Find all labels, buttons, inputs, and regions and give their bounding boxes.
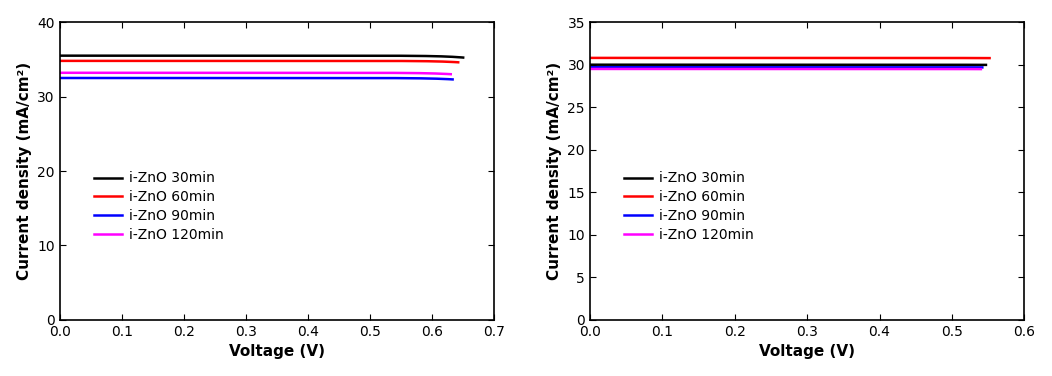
i-ZnO 90min bbox=[78, 76, 90, 80]
X-axis label: Voltage (V): Voltage (V) bbox=[760, 344, 855, 359]
i-ZnO 60min bbox=[452, 60, 465, 65]
i-ZnO 60min bbox=[307, 59, 320, 63]
i-ZnO 90min bbox=[976, 65, 989, 70]
i-ZnO 30min bbox=[299, 53, 311, 58]
Legend: i-ZnO 30min, i-ZnO 60min, i-ZnO 90min, i-ZnO 120min: i-ZnO 30min, i-ZnO 60min, i-ZnO 90min, i… bbox=[619, 166, 760, 248]
Line: i-ZnO 120min: i-ZnO 120min bbox=[60, 73, 450, 74]
i-ZnO 90min bbox=[304, 76, 317, 80]
i-ZnO 60min bbox=[584, 56, 596, 60]
i-ZnO 60min bbox=[296, 59, 308, 63]
i-ZnO 90min bbox=[811, 65, 824, 70]
i-ZnO 120min bbox=[390, 71, 403, 75]
i-ZnO 120min bbox=[607, 67, 620, 71]
i-ZnO 60min bbox=[78, 59, 90, 63]
i-ZnO 90min bbox=[922, 65, 934, 70]
i-ZnO 90min bbox=[391, 76, 404, 80]
i-ZnO 120min bbox=[832, 67, 845, 71]
i-ZnO 30min bbox=[824, 62, 836, 67]
i-ZnO 30min bbox=[608, 62, 621, 67]
i-ZnO 30min bbox=[584, 62, 596, 67]
i-ZnO 60min bbox=[815, 56, 828, 60]
i-ZnO 60min bbox=[356, 59, 368, 63]
Legend: i-ZnO 30min, i-ZnO 60min, i-ZnO 90min, i-ZnO 120min: i-ZnO 30min, i-ZnO 60min, i-ZnO 90min, i… bbox=[88, 166, 229, 248]
i-ZnO 90min bbox=[833, 65, 846, 70]
Line: i-ZnO 30min: i-ZnO 30min bbox=[60, 56, 463, 58]
i-ZnO 120min bbox=[811, 67, 824, 71]
i-ZnO 30min bbox=[457, 55, 469, 60]
i-ZnO 120min bbox=[290, 71, 303, 75]
i-ZnO 30min bbox=[401, 53, 413, 58]
i-ZnO 30min bbox=[54, 53, 66, 58]
i-ZnO 30min bbox=[287, 53, 300, 58]
i-ZnO 60min bbox=[928, 56, 940, 60]
i-ZnO 90min bbox=[584, 65, 596, 70]
Y-axis label: Current density (mA/cm²): Current density (mA/cm²) bbox=[17, 62, 32, 280]
i-ZnO 60min bbox=[838, 56, 851, 60]
i-ZnO 90min bbox=[446, 77, 459, 82]
i-ZnO 90min bbox=[822, 65, 834, 70]
i-ZnO 60min bbox=[608, 56, 621, 60]
i-ZnO 30min bbox=[813, 62, 826, 67]
i-ZnO 60min bbox=[887, 56, 899, 60]
i-ZnO 90min bbox=[608, 65, 621, 70]
i-ZnO 120min bbox=[444, 72, 457, 76]
i-ZnO 90min bbox=[351, 76, 364, 80]
i-ZnO 30min bbox=[310, 53, 323, 58]
i-ZnO 120min bbox=[881, 67, 893, 71]
i-ZnO 60min bbox=[285, 59, 298, 63]
i-ZnO 60min bbox=[54, 59, 66, 63]
i-ZnO 90min bbox=[291, 76, 304, 80]
i-ZnO 120min bbox=[974, 67, 987, 71]
i-ZnO 90min bbox=[882, 65, 894, 70]
i-ZnO 30min bbox=[836, 62, 849, 67]
i-ZnO 90min bbox=[282, 76, 295, 80]
i-ZnO 60min bbox=[826, 56, 838, 60]
i-ZnO 60min bbox=[984, 56, 996, 61]
i-ZnO 30min bbox=[884, 62, 896, 67]
Y-axis label: Current density (mA/cm²): Current density (mA/cm²) bbox=[547, 62, 562, 280]
i-ZnO 120min bbox=[281, 71, 294, 75]
i-ZnO 120min bbox=[78, 71, 90, 75]
i-ZnO 30min bbox=[78, 53, 90, 58]
i-ZnO 120min bbox=[54, 71, 66, 75]
i-ZnO 30min bbox=[360, 53, 372, 58]
i-ZnO 120min bbox=[303, 71, 316, 75]
Line: i-ZnO 60min: i-ZnO 60min bbox=[60, 61, 459, 62]
i-ZnO 90min bbox=[54, 76, 66, 80]
i-ZnO 120min bbox=[920, 67, 933, 71]
i-ZnO 120min bbox=[350, 71, 363, 75]
X-axis label: Voltage (V): Voltage (V) bbox=[229, 344, 325, 359]
Line: i-ZnO 90min: i-ZnO 90min bbox=[60, 78, 452, 79]
i-ZnO 120min bbox=[584, 67, 596, 71]
i-ZnO 30min bbox=[925, 62, 937, 67]
i-ZnO 120min bbox=[821, 67, 833, 71]
i-ZnO 60min bbox=[397, 59, 409, 63]
i-ZnO 30min bbox=[979, 63, 992, 67]
